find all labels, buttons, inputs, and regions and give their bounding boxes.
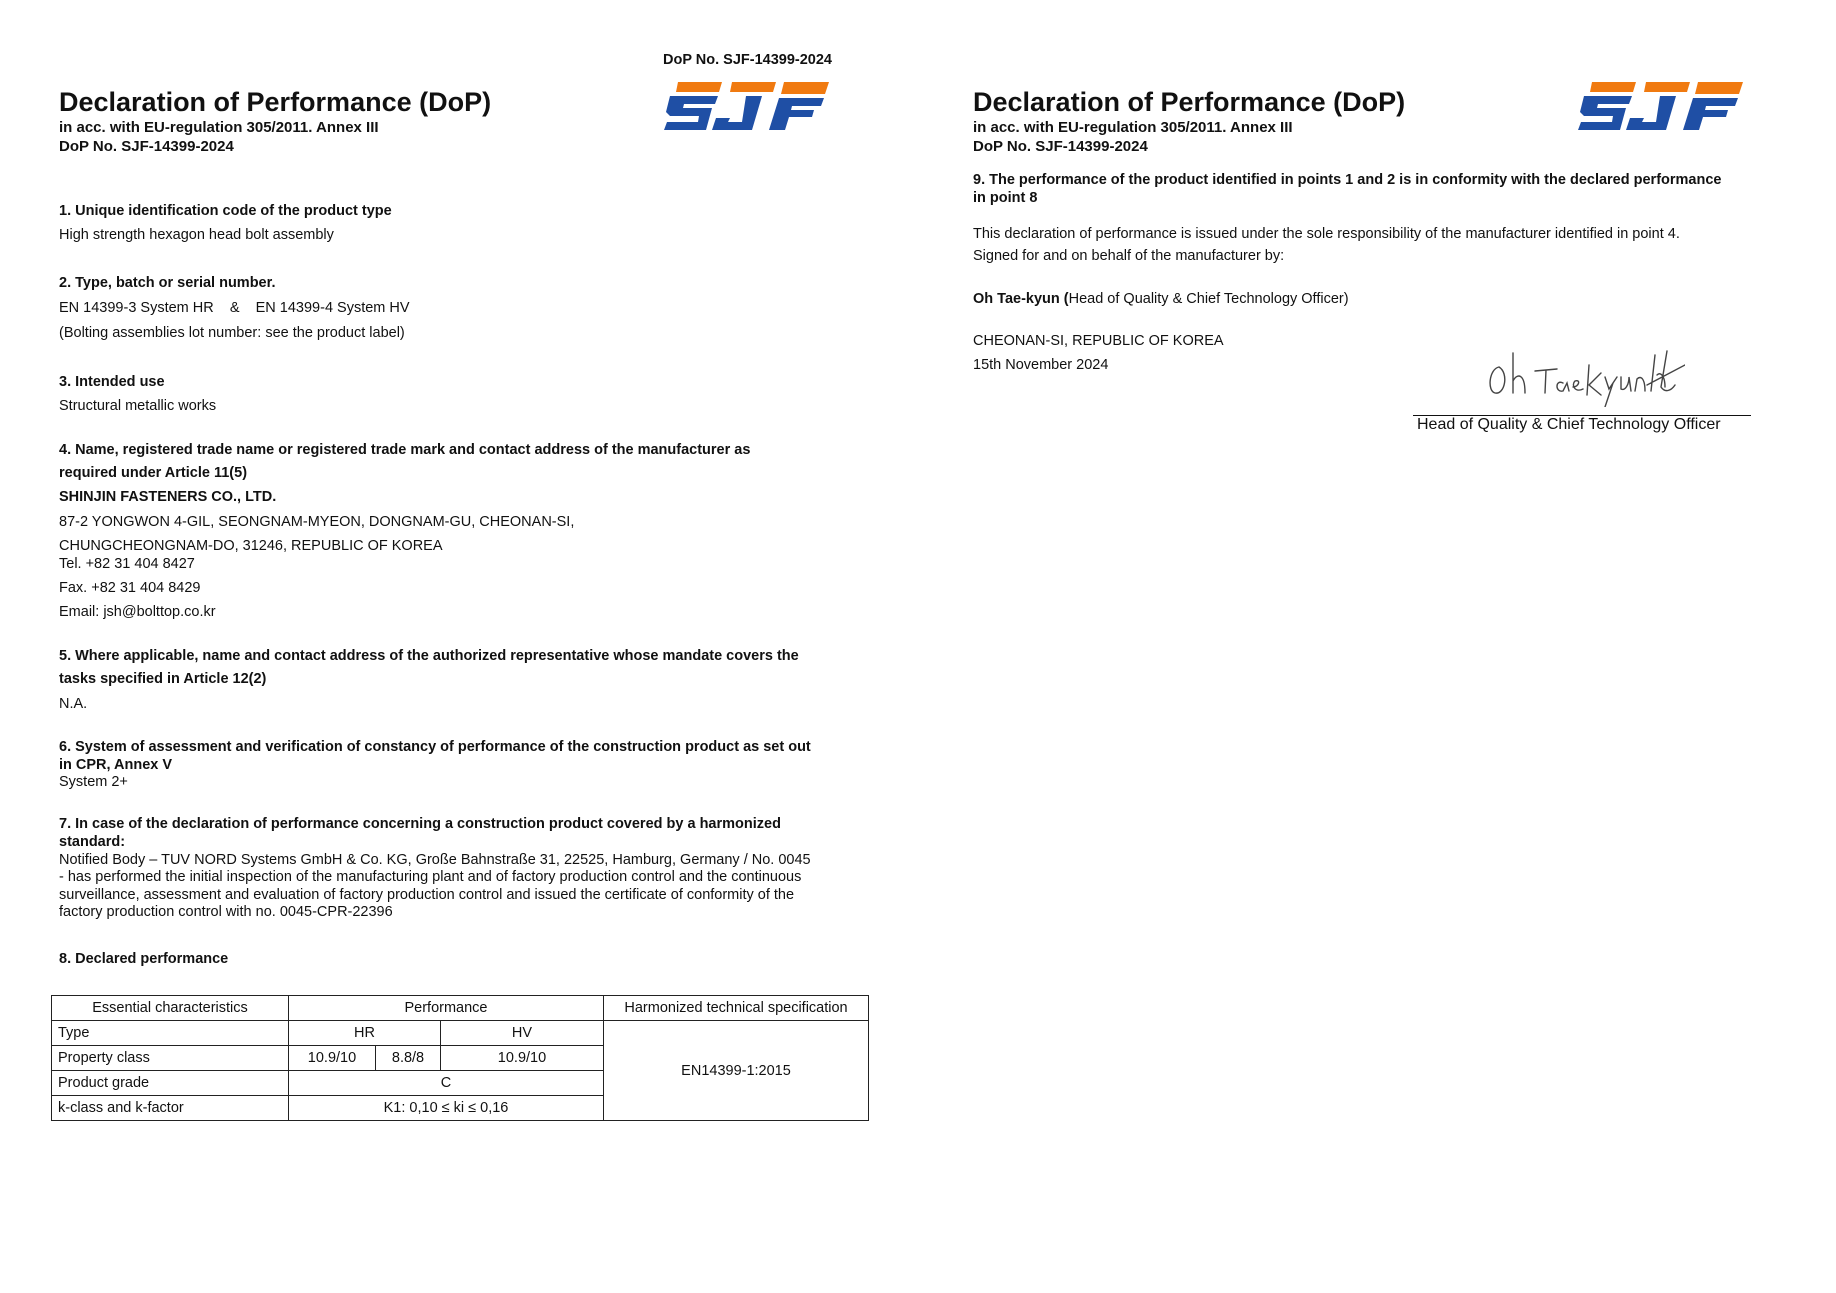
table-row: Type HR HV EN14399-1:2015 xyxy=(51,1020,869,1121)
header-harmonized-spec: Harmonized technical specification xyxy=(603,995,869,1021)
page-2-subtitle: in acc. with EU-regulation 305/2011. Ann… xyxy=(973,119,1293,136)
k-class-value: K1: 0,10 ≤ ki ≤ 0,16 xyxy=(288,1095,604,1121)
section-4-heading: 4. Name, registered trade name or regist… xyxy=(59,442,751,458)
sjf-logo xyxy=(1578,82,1743,130)
section-2-line1: EN 14399-3 System HR & EN 14399-4 System… xyxy=(59,300,410,316)
section-2-line2: (Bolting assemblies lot number: see the … xyxy=(59,325,405,341)
signed-on-behalf: Signed for and on behalf of the manufact… xyxy=(973,248,1285,264)
email: Email: jsh@bolttop.co.kr xyxy=(59,604,216,620)
place: CHEONAN-SI, REPUBLIC OF KOREA xyxy=(973,333,1224,349)
page-title: Declaration of Performance (DoP) xyxy=(59,87,492,117)
type-hr: HR xyxy=(288,1020,441,1046)
section-5-text: N.A. xyxy=(59,696,88,712)
section-7-line: factory production control with no. 0045… xyxy=(59,904,393,920)
section-2-heading: 2. Type, batch or serial number. xyxy=(59,275,276,291)
telephone: Tel. +82 31 404 8427 xyxy=(59,556,195,572)
section-3-heading: 3. Intended use xyxy=(59,374,165,390)
table-row: Property class 10.9/10 8.8/8 10.9/10 xyxy=(51,1045,869,1071)
product-grade-value: C xyxy=(288,1070,604,1096)
k-class-label: k-class and k-factor xyxy=(51,1095,289,1121)
table-row: Product grade C xyxy=(51,1070,869,1096)
property-class-hv: 10.9/10 xyxy=(440,1045,604,1071)
header-dop-number: DoP No. SJF-14399-2024 xyxy=(663,52,832,68)
product-grade-label: Product grade xyxy=(51,1070,289,1096)
section-4-heading-cont: required under Article 11(5) xyxy=(59,465,248,481)
section-1-heading: 1. Unique identification code of the pro… xyxy=(59,203,392,219)
page-subtitle: in acc. with EU-regulation 305/2011. Ann… xyxy=(59,119,379,136)
section-7-line: Notified Body – TUV NORD Systems GmbH & … xyxy=(59,852,811,868)
property-class-hr-1: 10.9/10 xyxy=(288,1045,376,1071)
section-8-heading: 8. Declared performance xyxy=(59,951,229,967)
sjf-logo xyxy=(664,82,829,130)
signature-line xyxy=(1413,415,1751,416)
section-7-line: - has performed the initial inspection o… xyxy=(59,869,802,885)
section-6-heading: 6. System of assessment and verification… xyxy=(59,739,811,755)
signer-role: Head of Quality & Chief Technology Offic… xyxy=(1068,291,1349,307)
header-essential-characteristics: Essential characteristics xyxy=(51,995,289,1021)
company-name: SHINJIN FASTENERS CO., LTD. xyxy=(59,489,277,505)
section-7-heading-cont: standard: xyxy=(59,834,126,850)
section-5-heading: 5. Where applicable, name and contact ad… xyxy=(59,648,799,664)
address-line1: 87-2 YONGWON 4-GIL, SEONGNAM-MYEON, DONG… xyxy=(59,514,575,530)
section-9-heading-cont: in point 8 xyxy=(973,190,1038,206)
section-7-heading: 7. In case of the declaration of perform… xyxy=(59,816,781,832)
section-1-text: High strength hexagon head bolt assembly xyxy=(59,227,334,243)
table-row: k-class and k-factor K1: 0,10 ≤ ki ≤ 0,1… xyxy=(51,1095,869,1121)
harmonized-spec-value: EN14399-1:2015 xyxy=(603,1020,869,1121)
fax: Fax. +82 31 404 8429 xyxy=(59,580,201,596)
section-6-heading-cont: in CPR, Annex V xyxy=(59,757,173,773)
property-class-hr-2: 8.8/8 xyxy=(375,1045,441,1071)
section-9-heading: 9. The performance of the product identi… xyxy=(973,172,1722,188)
table-header-row: Essential characteristics Performance Ha… xyxy=(51,995,869,1021)
dop-number: DoP No. SJF-14399-2024 xyxy=(59,138,234,155)
signature xyxy=(1489,350,1685,407)
section-5-heading-cont: tasks specified in Article 12(2) xyxy=(59,671,267,687)
header-performance: Performance xyxy=(288,995,604,1021)
page-2-dop-number: DoP No. SJF-14399-2024 xyxy=(973,138,1148,155)
signer: Oh Tae-kyun (Head of Quality & Chief Tec… xyxy=(973,291,1349,308)
type-hv: HV xyxy=(440,1020,604,1046)
section-6-text: System 2+ xyxy=(59,774,128,790)
date: 15th November 2024 xyxy=(973,357,1109,373)
responsibility-statement: This declaration of performance is issue… xyxy=(973,226,1680,242)
section-7-line: surveillance, assessment and evaluation … xyxy=(59,887,795,903)
type-label: Type xyxy=(51,1020,289,1046)
declared-performance-table: Essential characteristics Performance Ha… xyxy=(51,995,869,1121)
page-2-title: Declaration of Performance (DoP) xyxy=(973,87,1406,117)
section-3-text: Structural metallic works xyxy=(59,398,217,414)
address-line2: CHUNGCHEONGNAM-DO, 31246, REPUBLIC OF KO… xyxy=(59,538,443,554)
property-class-label: Property class xyxy=(51,1045,289,1071)
signer-name: Oh Tae-kyun ( xyxy=(973,291,1069,307)
signature-caption: Head of Quality & Chief Technology Offic… xyxy=(1417,416,1721,433)
